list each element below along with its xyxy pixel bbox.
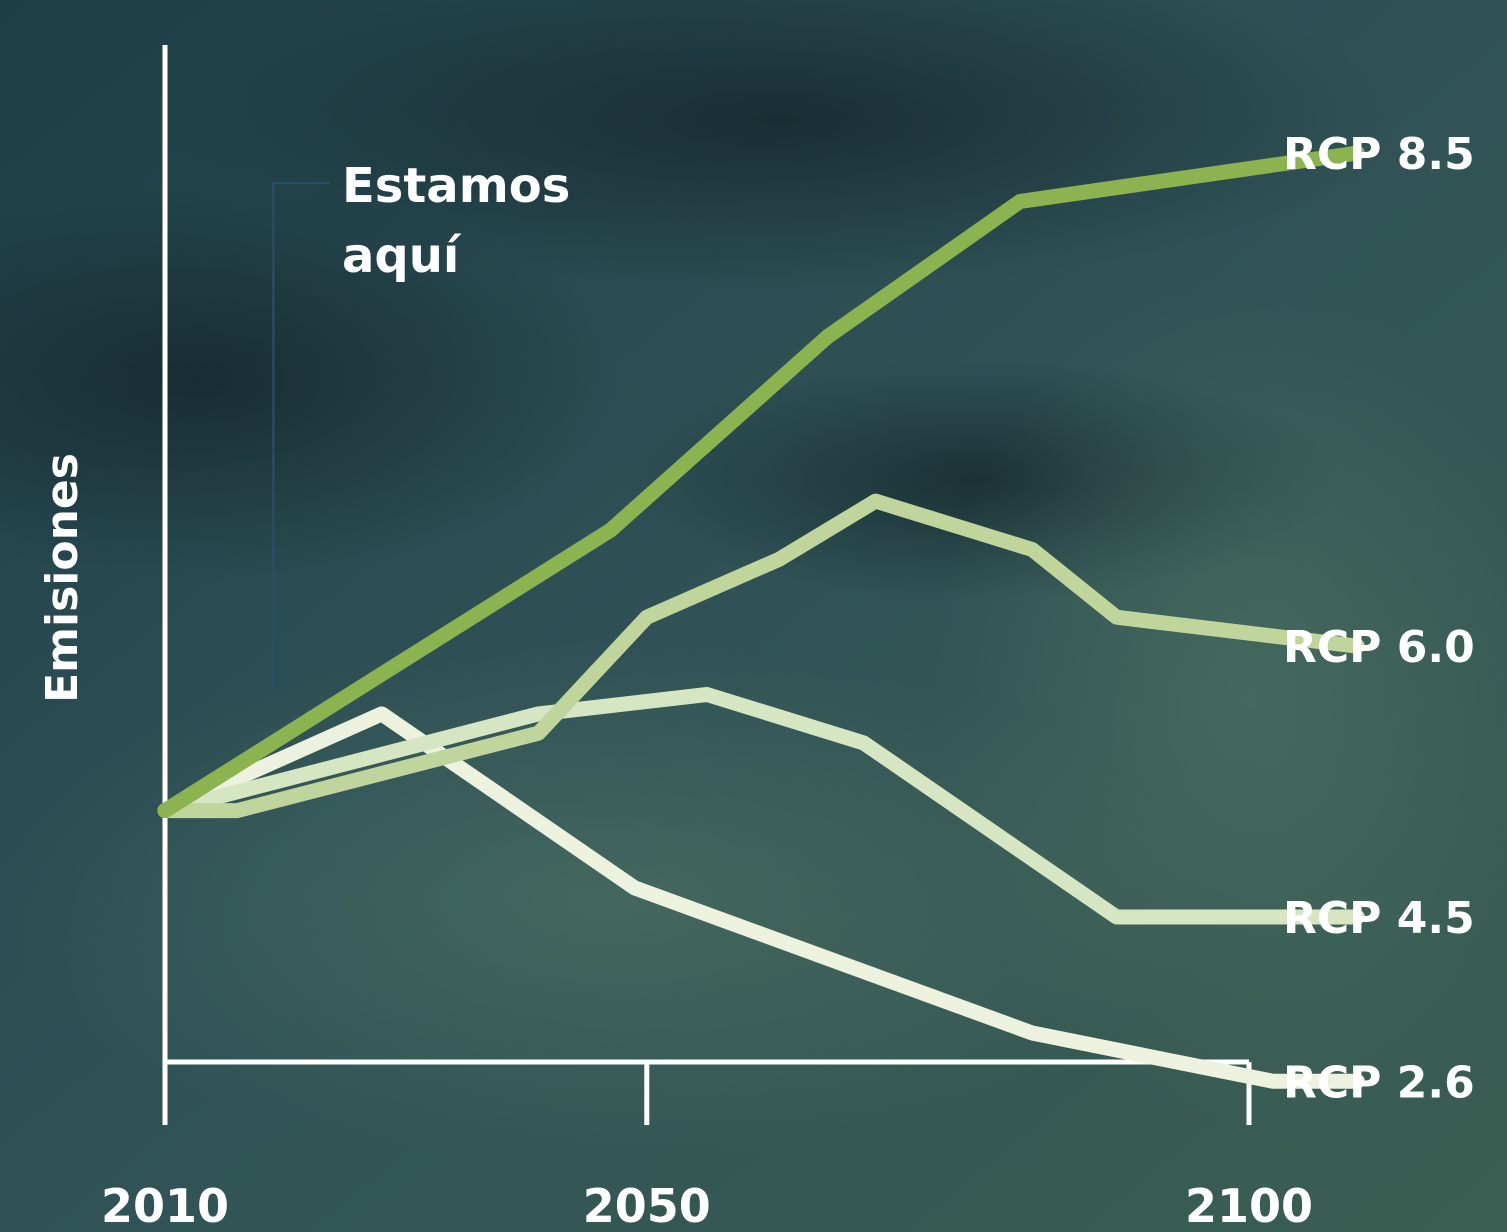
annotation: Estamos aquí: [272, 158, 570, 690]
labels: RCP 8.5 RCP 6.0 RCP 4.5 RCP 2.6: [1283, 129, 1475, 1108]
series-line-rcp-8-5: [157, 145, 1365, 819]
axes: 2010 2050 2100 Emisiones: [37, 45, 1313, 1232]
annotation-leader-line: [272, 182, 330, 690]
annotation-text-line-2: aquí: [342, 228, 462, 284]
series-lines: [157, 145, 1365, 1089]
y-axis-label: Emisiones: [37, 453, 88, 703]
annotation-text-line-1: Estamos: [342, 158, 570, 214]
x-tick-label-2010: 2010: [101, 1179, 229, 1232]
series-label-rcp-4-5: RCP 4.5: [1283, 893, 1475, 944]
x-tick-label-2100: 2100: [1185, 1179, 1313, 1232]
series-line-rcp-6-0: [157, 493, 1365, 819]
series-label-rcp-6-0: RCP 6.0: [1283, 622, 1475, 673]
series-line-rcp-2-6: [157, 706, 1365, 1089]
x-tick-label-2050: 2050: [583, 1179, 711, 1232]
series-line-rcp-4-5: [157, 687, 1365, 925]
series-label-rcp-8-5: RCP 8.5: [1283, 129, 1475, 180]
series-label-rcp-2-6: RCP 2.6: [1283, 1057, 1475, 1108]
